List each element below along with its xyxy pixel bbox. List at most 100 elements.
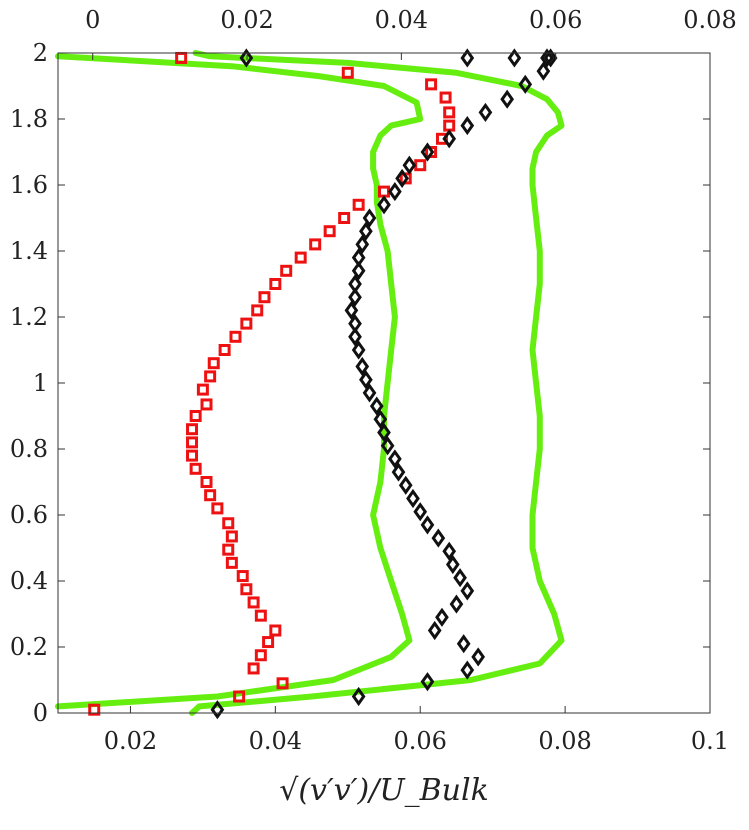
data-point-diamond [362, 383, 377, 403]
data-point-square [258, 291, 271, 304]
data-point-square [269, 624, 282, 637]
data-point-diamond [359, 370, 373, 390]
data-point-square [189, 410, 202, 422]
data-point-diamond [413, 502, 428, 522]
data-point-diamond [420, 672, 435, 692]
series-line-1 [189, 50, 565, 716]
data-point-diamond [351, 261, 366, 281]
data-point-diamond [377, 422, 391, 443]
data-point-diamond [210, 700, 225, 720]
marker-series-group [88, 48, 558, 720]
data-point-diamond [460, 581, 475, 601]
data-point-diamond [427, 620, 442, 641]
data-point-diamond [518, 74, 533, 94]
data-point-square [229, 330, 242, 343]
data-point-diamond [348, 314, 362, 334]
data-point-diamond [442, 129, 457, 149]
data-point-square [443, 106, 456, 119]
y-tick-label: 0.4 [10, 567, 48, 595]
data-point-diamond [377, 195, 391, 215]
data-point-diamond [391, 462, 406, 482]
plot-area [58, 53, 710, 713]
y-tick-label: 1 [33, 369, 48, 397]
y-tick-label: 0.6 [10, 501, 48, 529]
data-point-square [88, 703, 101, 716]
data-point-diamond [453, 568, 467, 588]
data-point-diamond [373, 409, 388, 429]
data-point-square [254, 649, 267, 662]
data-point-square [247, 596, 260, 609]
data-point-square [240, 583, 253, 596]
data-point-diamond [420, 142, 435, 162]
tick-labels-group: 0.02 0.04 0.06 0.08 0.1 0 0.02 0.04 0.06 0.08 0 0.2… [10, 6, 737, 755]
data-point-square [276, 677, 289, 690]
y-tick-label: 1.2 [10, 303, 48, 331]
data-point-diamond [344, 300, 359, 320]
data-point-square [323, 225, 336, 238]
data-point-square [439, 91, 452, 104]
data-point-diamond [543, 48, 558, 68]
data-point-diamond [402, 155, 417, 175]
data-point-diamond [348, 274, 362, 294]
x-top-tick-label: 0.08 [683, 6, 736, 34]
data-point-square [189, 462, 202, 475]
data-point-square [262, 636, 275, 649]
data-point-square [200, 398, 213, 411]
data-point-square [269, 278, 282, 290]
x-top-tick-label: 0 [85, 6, 100, 34]
x-top-tick-label: 0.02 [220, 6, 273, 34]
data-point-diamond [460, 116, 475, 136]
x-axis-label: √(v′v′)/U_Bulk [279, 773, 489, 808]
data-point-diamond [388, 182, 402, 202]
y-tick-label: 1.4 [10, 237, 48, 265]
x-tick-label: 0.06 [394, 727, 447, 755]
data-point-diamond [445, 554, 460, 575]
data-point-square [294, 251, 307, 264]
data-point-square [211, 502, 224, 515]
data-point-square [254, 609, 267, 622]
data-point-square [186, 423, 199, 436]
x-tick-label: 0.08 [538, 727, 591, 755]
data-point-square [222, 517, 235, 530]
data-point-diamond [348, 327, 362, 347]
data-point-diamond [359, 221, 373, 241]
x-tick-label: 0.02 [104, 727, 157, 755]
y-tick-label: 2 [33, 39, 48, 67]
data-point-square [338, 212, 351, 224]
data-point-diamond [348, 287, 362, 307]
data-point-square [196, 383, 209, 396]
data-point-square [225, 556, 238, 569]
data-point-square [207, 357, 220, 370]
data-point-diamond [471, 647, 486, 667]
data-point-diamond [239, 48, 254, 68]
data-point-square [236, 570, 249, 583]
data-point-square [280, 264, 293, 277]
data-point-diamond [351, 686, 366, 707]
data-point-square [204, 489, 217, 502]
x-top-tick-label: 0.06 [529, 6, 582, 34]
data-point-diamond [442, 541, 457, 561]
data-point-diamond [355, 234, 370, 254]
data-point-square [247, 662, 260, 675]
data-point-diamond [420, 515, 435, 535]
data-point-diamond [449, 594, 464, 614]
axes-group [57, 52, 711, 714]
y-tick-label: 0 [33, 699, 48, 727]
data-point-square [251, 304, 264, 317]
data-point-diamond [460, 48, 475, 68]
y-tick-label: 0.8 [10, 435, 48, 463]
data-point-diamond [478, 102, 493, 122]
y-tick-label: 0.2 [10, 633, 48, 661]
data-point-diamond [536, 61, 551, 81]
data-point-diamond [540, 48, 554, 68]
data-point-diamond [398, 475, 413, 495]
data-point-square [222, 543, 235, 556]
data-point-diamond [395, 168, 409, 188]
data-point-square [309, 238, 322, 251]
x-tick-label: 0.1 [691, 727, 729, 755]
data-point-diamond [507, 48, 522, 68]
data-point-square [186, 449, 199, 462]
data-point-square [200, 476, 213, 488]
data-point-diamond [435, 607, 449, 627]
